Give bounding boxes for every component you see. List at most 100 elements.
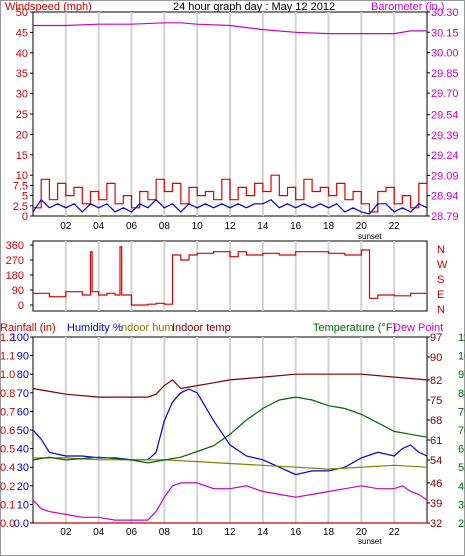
temp-left-tick-label: 61 xyxy=(458,444,465,456)
humidity-tick-label: 90 xyxy=(17,351,29,363)
sunset-label-bottom: sunset xyxy=(358,537,382,546)
temp-left-tick-label: 88 xyxy=(458,388,465,400)
humidity-tick-label: 80 xyxy=(17,369,29,381)
wind-direction-grid xyxy=(64,241,396,311)
barometer-tick-label: 29.24 xyxy=(431,150,459,162)
temp-left-tick-label: 43 xyxy=(458,481,465,493)
series-wind_speed xyxy=(33,174,428,213)
time-tick-label: 04 xyxy=(93,527,105,538)
humidity-tick-label: 20 xyxy=(17,481,29,493)
barometer-tick-label: 30.15 xyxy=(431,27,459,39)
series-wind_dir xyxy=(33,246,428,306)
windspeed-tick-labels: 02.557.510 15 20 25 30 35 40 45 50 xyxy=(13,7,33,223)
compass-label: W xyxy=(437,259,448,271)
humidity-tick-label: 40 xyxy=(17,444,29,456)
chart-title: 24 hour graph day : May 12 2012 xyxy=(173,1,335,13)
indoor-hum-label: Indoor hum xyxy=(118,322,174,334)
barometer-tick-label: 29.70 xyxy=(431,88,459,100)
time-tick-label: 04 xyxy=(93,221,105,232)
temp-right-tick-label: 46 xyxy=(430,478,442,490)
wind-baro-grid xyxy=(64,12,396,216)
rainfall-tick-label: 1.2 xyxy=(0,332,15,344)
direction-tick-labels: 0 90 180 270 360 xyxy=(6,240,33,312)
time-tick-label: 10 xyxy=(192,527,204,538)
time-tick-label: 12 xyxy=(224,527,236,538)
barometer-tick-label: 30.00 xyxy=(431,48,459,60)
temp-right-tick-label: 97 xyxy=(430,332,442,344)
barometer-tick-label: 29.39 xyxy=(431,130,459,142)
temp-left-tick-labels: 25 34 43 52 61 70 79 88 97 106 115 xyxy=(458,332,465,530)
barometer-tick-label: 29.85 xyxy=(431,68,459,80)
temp-right-tick-label: 39 xyxy=(430,498,442,510)
temp-right-tick-label: 82 xyxy=(430,375,442,387)
rainfall-tick-label: 0.5 xyxy=(0,444,15,456)
direction-tick-label: 0 xyxy=(18,300,24,312)
time-tick-label: 08 xyxy=(159,221,171,232)
time-tick-label: 16 xyxy=(290,527,302,538)
temp-left-tick-label: 97 xyxy=(458,369,465,381)
direction-tick-label: 270 xyxy=(6,255,24,267)
series-dew_point xyxy=(32,482,428,521)
humidity-tick-label: 50 xyxy=(17,425,29,437)
compass-label: N xyxy=(437,304,445,316)
windspeed-tick-label: 10 xyxy=(16,170,28,182)
direction-tick-label: 180 xyxy=(6,270,24,282)
windspeed-tick-label: 7.5 xyxy=(13,180,28,192)
series-temperature xyxy=(32,396,428,464)
barometer-tick-label: 29.54 xyxy=(431,110,459,122)
dew-point-label: Dew Point xyxy=(393,322,443,334)
time-tick-label: 22 xyxy=(389,221,401,232)
compass-label: E xyxy=(437,289,444,301)
rainfall-tick-label: 0.6 xyxy=(0,425,15,437)
rainfall-tick-label: 0.1 xyxy=(0,499,15,511)
humidity-tick-label: 30 xyxy=(17,462,29,474)
rainfall-tick-label: 0.7 xyxy=(0,406,15,418)
time-tick-label: 02 xyxy=(60,221,72,232)
time-tick-label: 22 xyxy=(389,527,401,538)
rainfall-tick-label: 0.8 xyxy=(0,388,15,400)
time-tick-label: 12 xyxy=(224,221,236,232)
windspeed-tick-label: 0 xyxy=(22,211,28,223)
temp-left-tick-label: 115 xyxy=(458,332,465,344)
humidity-temp-series xyxy=(32,373,428,524)
indoor-temp-label: Indoor temp xyxy=(172,322,231,334)
temperature-axis-label: Temperature (°F) xyxy=(313,322,396,334)
temp-left-tick-label: 25 xyxy=(458,518,465,530)
temp-right-tick-label: 61 xyxy=(430,435,442,447)
rainfall-tick-label: 0.0 xyxy=(0,518,15,530)
windspeed-tick-label: 50 xyxy=(16,7,28,19)
time-tick-label: 20 xyxy=(356,221,368,232)
barometer-tick-labels: 28.79 28.94 29.09 29.24 29.39 29.54 29.70 29.85… xyxy=(427,7,459,223)
windspeed-tick-label: 25 xyxy=(16,109,28,121)
time-tick-label: 16 xyxy=(290,221,302,232)
humidity-tick-label: 70 xyxy=(17,388,29,400)
time-tick-label: 10 xyxy=(192,221,204,232)
temp-left-tick-label: 79 xyxy=(458,406,465,418)
windspeed-tick-label: 2.5 xyxy=(13,201,28,213)
temp-right-tick-label: 90 xyxy=(430,352,442,364)
wind-baro-panel: Windspeed (mph) 24 hour graph day : May … xyxy=(5,1,459,223)
windspeed-tick-label: 30 xyxy=(16,89,28,101)
rainfall-tick-label: 0.2 xyxy=(0,481,15,493)
windspeed-axis-label: Windspeed (mph) xyxy=(5,1,92,13)
compass-label: S xyxy=(437,274,444,286)
time-tick-label: 06 xyxy=(126,221,138,232)
windspeed-tick-label: 40 xyxy=(16,48,28,60)
temp-left-tick-label: 52 xyxy=(458,462,465,474)
temp-right-tick-label: 32 xyxy=(430,518,442,530)
barometer-axis-label: Barometer (in.) xyxy=(371,1,444,13)
humidity-temp-panel: Rainfall (in) Humidity % Indoor hum Indo… xyxy=(0,322,465,530)
temp-left-tick-label: 106 xyxy=(458,351,465,363)
series-humidity xyxy=(32,388,428,476)
humidity-tick-label: 10 xyxy=(17,499,29,511)
series-indoor_hum xyxy=(33,457,428,470)
series-baro_axis xyxy=(33,22,427,35)
barometer-tick-label: 28.79 xyxy=(431,211,459,223)
windspeed-tick-label: 35 xyxy=(16,68,28,80)
windspeed-tick-label: 15 xyxy=(16,150,28,162)
time-tick-label: 02 xyxy=(60,527,72,538)
time-tick-label: 14 xyxy=(257,527,269,538)
time-tick-label: 14 xyxy=(257,221,269,232)
